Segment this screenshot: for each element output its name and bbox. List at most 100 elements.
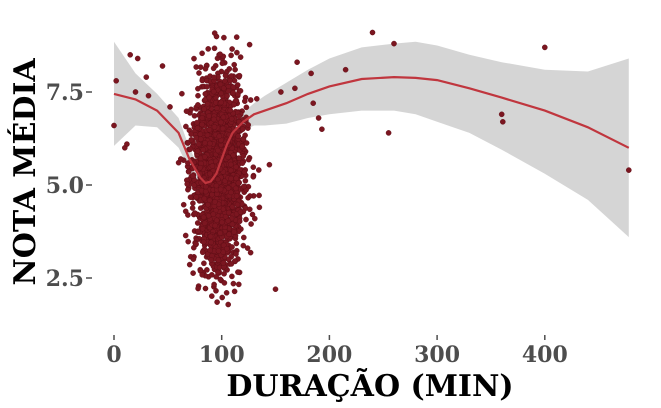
data-point <box>202 285 209 292</box>
data-point <box>237 54 244 60</box>
data-point <box>217 276 224 283</box>
data-point <box>217 186 224 193</box>
data-point <box>210 65 217 72</box>
data-point <box>215 248 222 254</box>
data-point <box>185 238 191 245</box>
data-point <box>245 122 251 128</box>
data-point <box>308 70 314 77</box>
data-point <box>233 175 239 182</box>
data-point <box>188 136 195 143</box>
data-point <box>211 124 218 130</box>
data-point <box>235 133 241 139</box>
data-point <box>207 233 214 240</box>
data-point <box>240 242 247 249</box>
y-tick-label: 5.0 <box>46 173 84 199</box>
data-point <box>195 92 201 99</box>
data-point <box>132 89 139 95</box>
data-point <box>245 194 251 201</box>
y-tick-label: 7.5 <box>46 80 84 106</box>
data-point <box>187 194 194 200</box>
data-point <box>256 192 262 199</box>
data-point <box>199 225 206 232</box>
data-point <box>229 273 235 280</box>
data-point <box>134 55 141 62</box>
data-point <box>228 189 234 196</box>
data-point <box>197 131 204 137</box>
data-point <box>210 88 217 95</box>
data-point <box>195 285 201 292</box>
data-point <box>342 66 349 73</box>
data-point <box>235 281 242 288</box>
data-point <box>234 82 241 88</box>
data-point <box>233 34 240 40</box>
data-point <box>195 141 202 147</box>
data-point <box>250 164 257 170</box>
data-point <box>542 44 548 51</box>
data-point <box>111 122 117 129</box>
data-point <box>237 209 244 215</box>
data-point <box>197 136 204 142</box>
data-point <box>232 66 238 73</box>
data-point <box>208 257 214 263</box>
data-point <box>206 113 212 119</box>
data-point <box>197 64 204 70</box>
data-point <box>210 211 217 217</box>
data-point <box>278 89 284 95</box>
data-point <box>179 90 185 97</box>
data-point <box>233 251 239 257</box>
data-point <box>214 105 220 111</box>
data-point <box>234 49 240 56</box>
data-point <box>216 133 223 140</box>
data-point <box>217 51 223 58</box>
data-point <box>385 130 392 136</box>
data-point <box>223 289 230 296</box>
data-point <box>201 154 208 160</box>
data-point <box>245 156 252 163</box>
data-point <box>215 269 221 276</box>
data-point <box>219 219 225 226</box>
confidence-band <box>114 41 629 238</box>
data-point <box>204 267 210 273</box>
data-point <box>215 257 222 263</box>
data-point <box>212 199 218 205</box>
data-point <box>249 211 256 218</box>
data-point <box>214 299 220 305</box>
data-point <box>498 111 505 118</box>
data-point <box>246 206 253 213</box>
data-point <box>236 155 242 161</box>
data-point <box>185 140 191 146</box>
data-point <box>244 245 251 251</box>
data-point <box>199 249 206 256</box>
data-point <box>272 286 279 293</box>
data-point <box>227 167 234 174</box>
data-point <box>195 102 201 108</box>
data-point <box>202 66 209 72</box>
data-point <box>214 176 221 183</box>
data-point <box>213 182 220 189</box>
data-point <box>266 161 273 168</box>
data-point <box>248 221 254 227</box>
data-point <box>225 217 231 224</box>
data-point <box>202 183 209 190</box>
data-point <box>213 217 220 224</box>
data-point <box>225 154 231 161</box>
data-point <box>206 94 213 101</box>
x-tick-label: 0 <box>106 342 121 368</box>
data-point <box>207 170 213 177</box>
smooth-line-layer <box>113 75 630 185</box>
data-point <box>226 66 233 72</box>
data-point <box>220 114 227 121</box>
data-point <box>211 45 218 52</box>
data-point <box>241 169 248 175</box>
data-point <box>228 261 235 267</box>
confidence-band-layer <box>114 41 629 238</box>
data-point <box>236 218 243 225</box>
data-point <box>209 191 215 198</box>
data-point <box>218 90 224 97</box>
data-point <box>167 104 173 110</box>
data-point <box>191 113 198 119</box>
data-point <box>182 232 189 239</box>
data-point <box>187 146 194 152</box>
data-point <box>220 260 227 266</box>
